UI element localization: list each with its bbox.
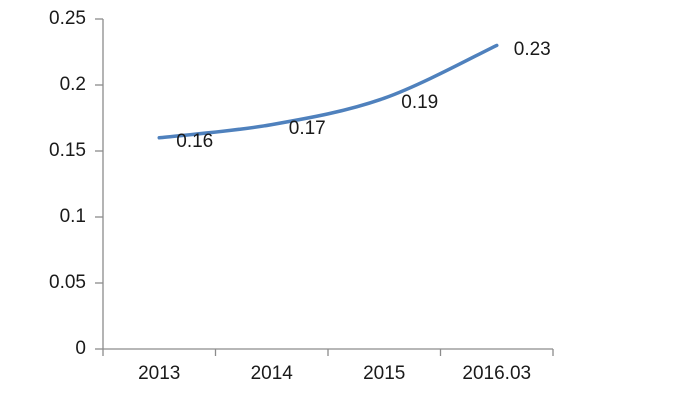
series-line — [157, 43, 499, 140]
